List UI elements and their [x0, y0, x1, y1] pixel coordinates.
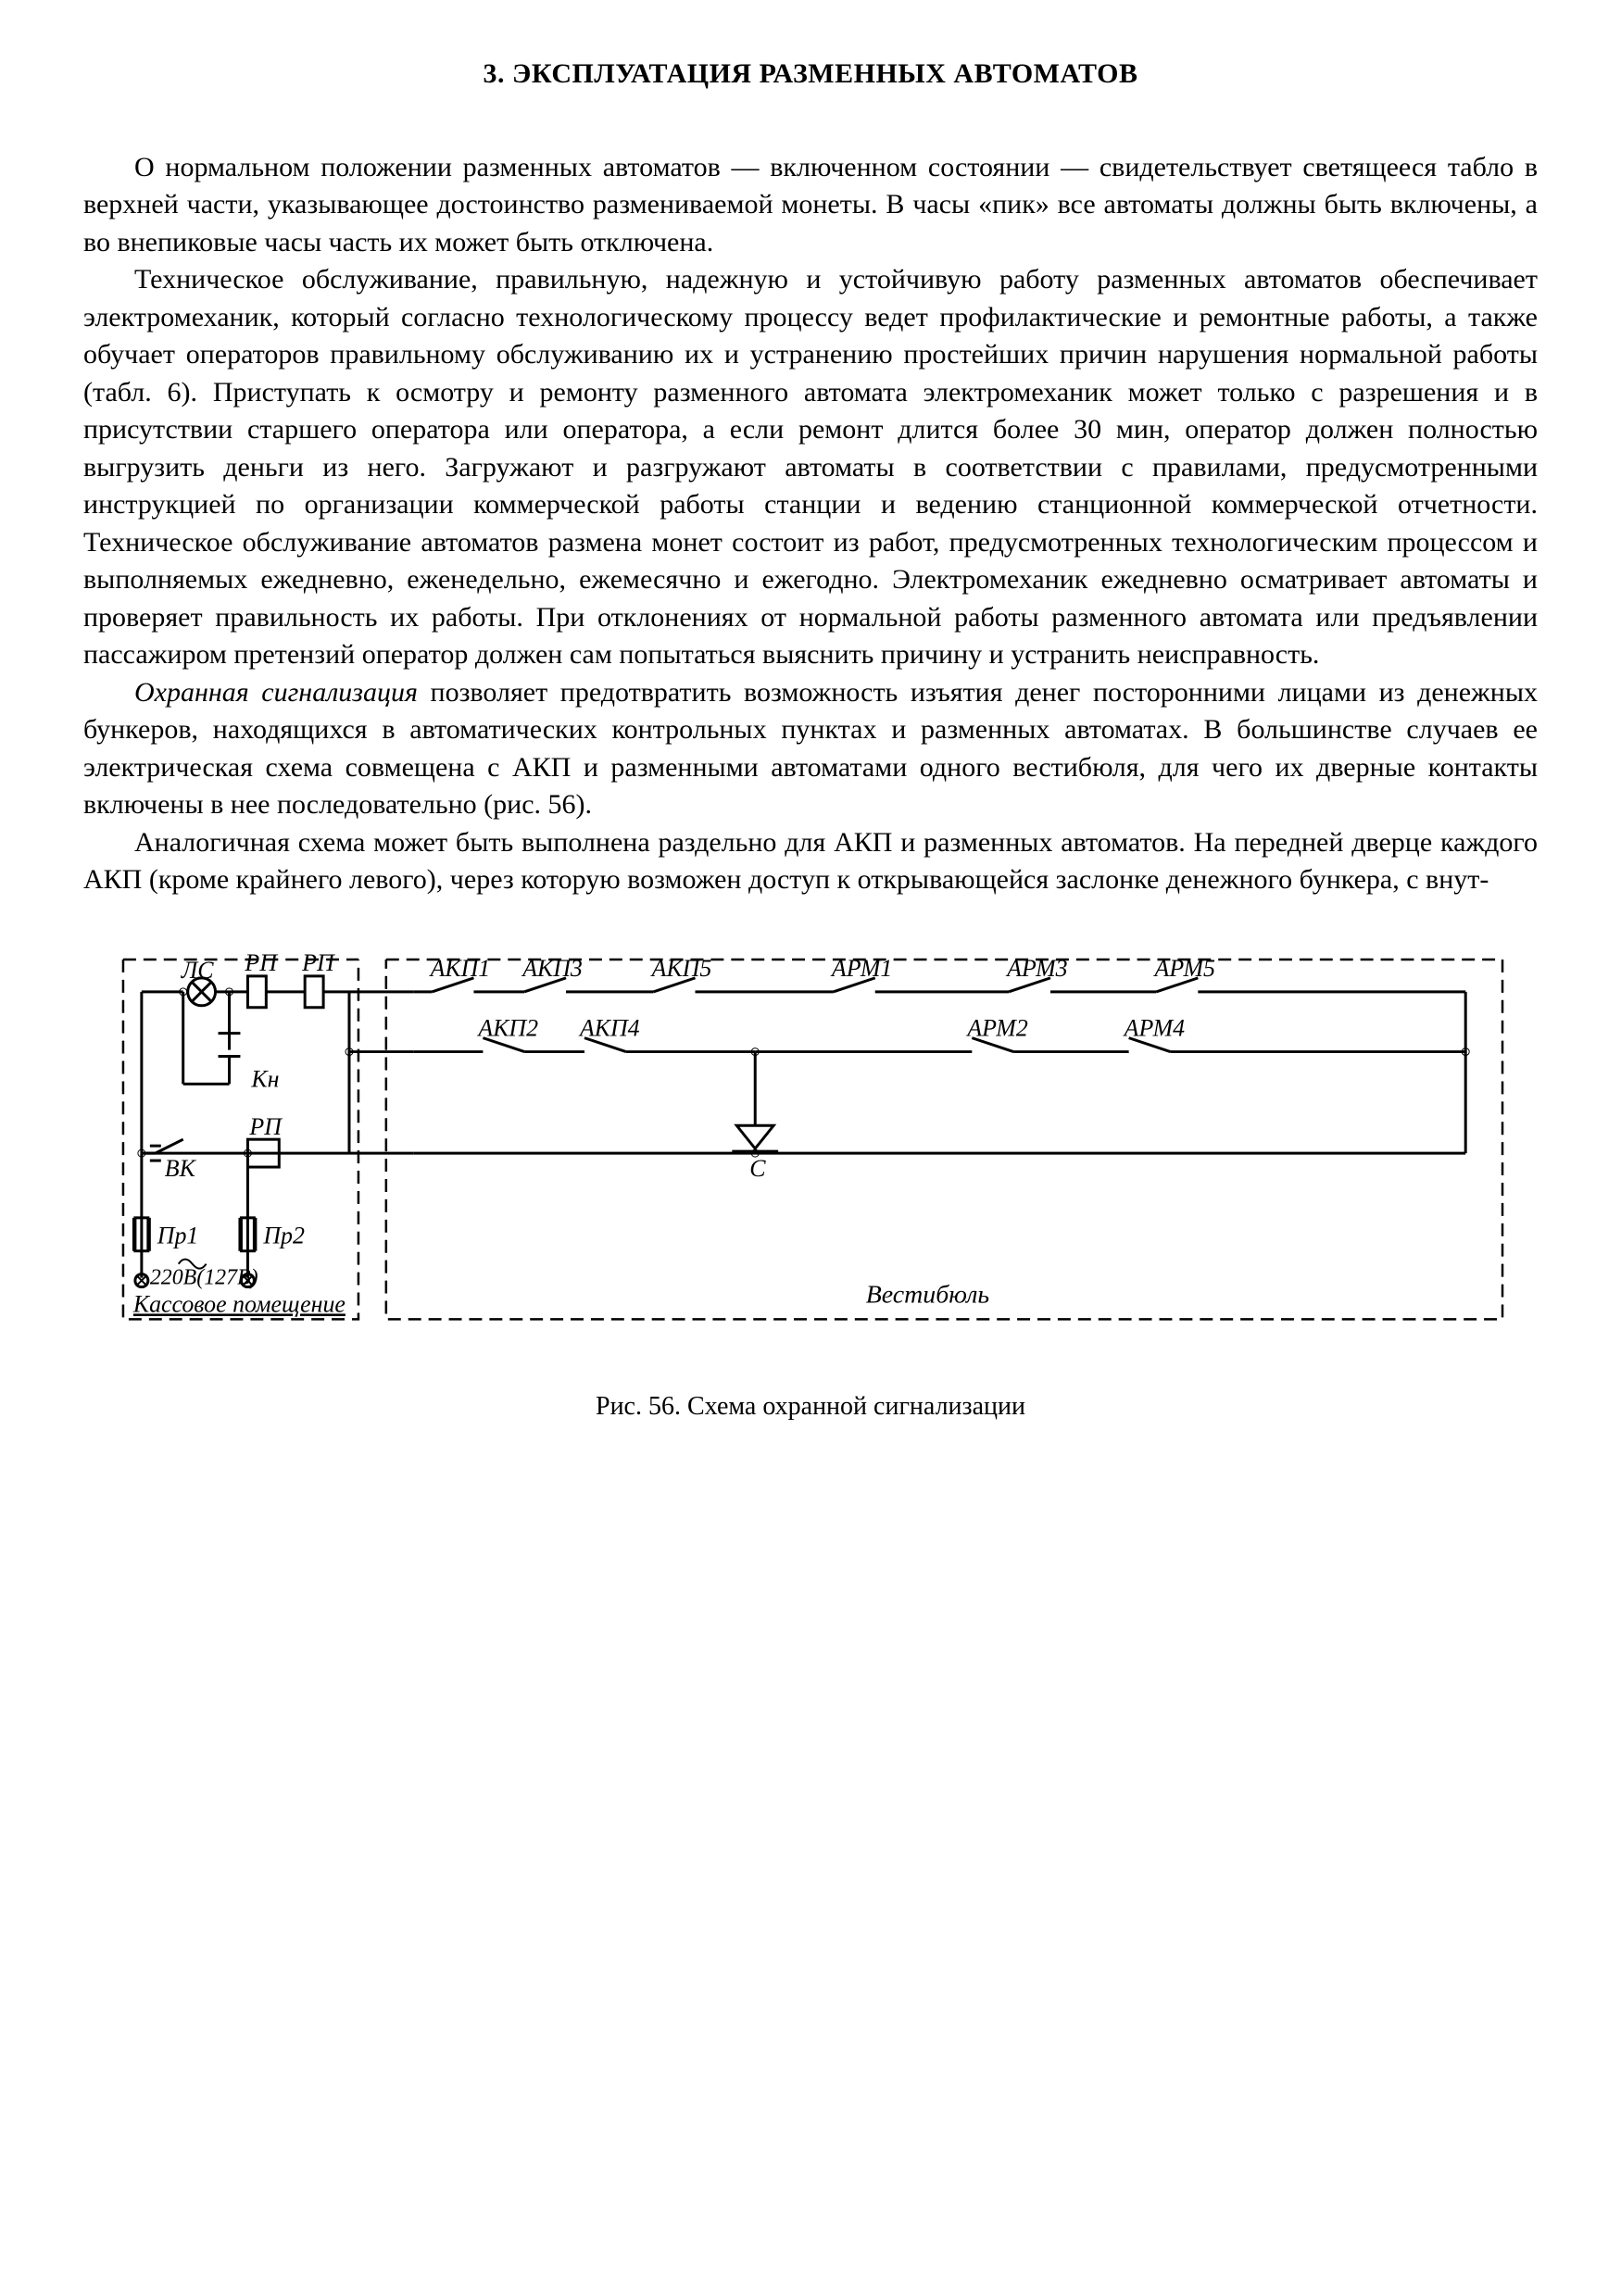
label-kn: Кн — [250, 1065, 279, 1092]
bell-c — [736, 1125, 773, 1148]
label-room2: Вестибюль — [866, 1280, 989, 1309]
label-rp1: РП — [244, 950, 278, 976]
label-c: С — [749, 1155, 766, 1182]
label-arm3: АРМ3 — [1005, 954, 1068, 981]
label-arm1: АРМ1 — [830, 954, 892, 981]
label-pr1: Пр1 — [157, 1222, 199, 1248]
paragraph-2: Техническое обслуживание, правильную, на… — [83, 261, 1538, 674]
figure-caption: Рис. 56. Схема охранной сигнализации — [109, 1389, 1512, 1424]
rp-contact-1 — [247, 975, 266, 1007]
label-akp5: АКП5 — [650, 954, 712, 981]
label-vk: ВК — [165, 1155, 197, 1182]
label-arm4: АРМ4 — [1123, 1014, 1186, 1041]
right-box-outline — [386, 959, 1502, 1318]
label-akp4: АКП4 — [578, 1014, 640, 1041]
label-room1: Кассовое помещение — [132, 1290, 346, 1317]
paragraph-1: О нормальном положении разменных автомат… — [83, 149, 1538, 262]
label-akp3: АКП3 — [521, 954, 583, 981]
chapter-title: 3. ЭКСПЛУАТАЦИЯ РАЗМЕННЫХ АВТОМАТОВ — [83, 56, 1538, 94]
label-pr2: Пр2 — [262, 1222, 305, 1248]
rp-contact-2 — [305, 975, 323, 1007]
label-voltage: 220В(127В) — [150, 1265, 258, 1289]
label-ls: ЛС — [181, 956, 215, 983]
circuit-diagram: ЛС РП РП Кн АКП1 АКП3 — [109, 950, 1512, 1347]
label-arm5: АРМ5 — [1153, 954, 1216, 981]
label-akp2: АКП2 — [476, 1014, 538, 1041]
label-rp2: РП — [301, 950, 335, 976]
paragraph-3-italic: Охранная сигнализация — [134, 677, 418, 708]
figure-56: ЛС РП РП Кн АКП1 АКП3 — [109, 950, 1512, 1425]
paragraph-4: Аналогичная схема может быть выполнена р… — [83, 824, 1538, 899]
label-arm2: АРМ2 — [965, 1014, 1028, 1041]
label-akp1: АКП1 — [429, 954, 491, 981]
paragraph-3: Охранная сигнализация позволяет предотвр… — [83, 674, 1538, 824]
label-rp3: РП — [248, 1113, 283, 1140]
